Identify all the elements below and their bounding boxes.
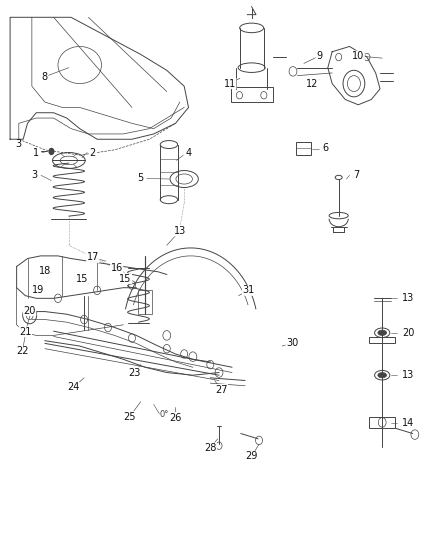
Text: 24: 24 [67, 382, 79, 392]
Text: 13: 13 [174, 226, 186, 236]
Text: 31: 31 [243, 285, 255, 295]
Text: 27: 27 [215, 384, 227, 394]
Text: 6: 6 [322, 143, 328, 154]
Text: 22: 22 [16, 346, 28, 357]
Text: 3: 3 [16, 139, 22, 149]
Text: 30: 30 [286, 338, 298, 349]
Text: 23: 23 [128, 368, 140, 377]
Text: 9: 9 [316, 51, 322, 61]
Text: 26: 26 [170, 413, 182, 423]
Text: 13: 13 [402, 293, 414, 303]
Text: 15: 15 [119, 273, 131, 284]
Text: 5: 5 [138, 173, 144, 183]
Text: 11: 11 [224, 78, 236, 88]
Text: 1: 1 [33, 148, 39, 158]
Text: 12: 12 [307, 78, 319, 88]
Text: 2: 2 [90, 148, 96, 158]
Text: 29: 29 [245, 451, 258, 462]
Circle shape [48, 148, 54, 155]
Text: 7: 7 [353, 170, 359, 180]
Text: 19: 19 [32, 285, 45, 295]
FancyBboxPatch shape [296, 142, 311, 155]
Text: 3: 3 [31, 171, 37, 180]
Text: 4: 4 [185, 148, 191, 158]
Text: 0°: 0° [160, 410, 169, 419]
Text: 17: 17 [87, 253, 99, 262]
Text: 20: 20 [24, 305, 36, 316]
Text: 8: 8 [42, 71, 48, 82]
Text: 16: 16 [111, 263, 123, 273]
Ellipse shape [378, 373, 387, 378]
Text: 28: 28 [204, 443, 216, 453]
Text: 25: 25 [124, 411, 136, 422]
Text: 13: 13 [402, 370, 414, 380]
Text: 20: 20 [402, 328, 414, 338]
Ellipse shape [378, 330, 387, 335]
Text: 15: 15 [76, 273, 88, 284]
Text: 14: 14 [402, 418, 414, 428]
FancyBboxPatch shape [369, 337, 395, 343]
FancyBboxPatch shape [231, 87, 272, 102]
Text: 10: 10 [352, 51, 364, 61]
FancyBboxPatch shape [369, 417, 395, 428]
Text: 21: 21 [19, 327, 32, 337]
FancyBboxPatch shape [138, 290, 152, 314]
Text: 18: 18 [39, 266, 51, 276]
